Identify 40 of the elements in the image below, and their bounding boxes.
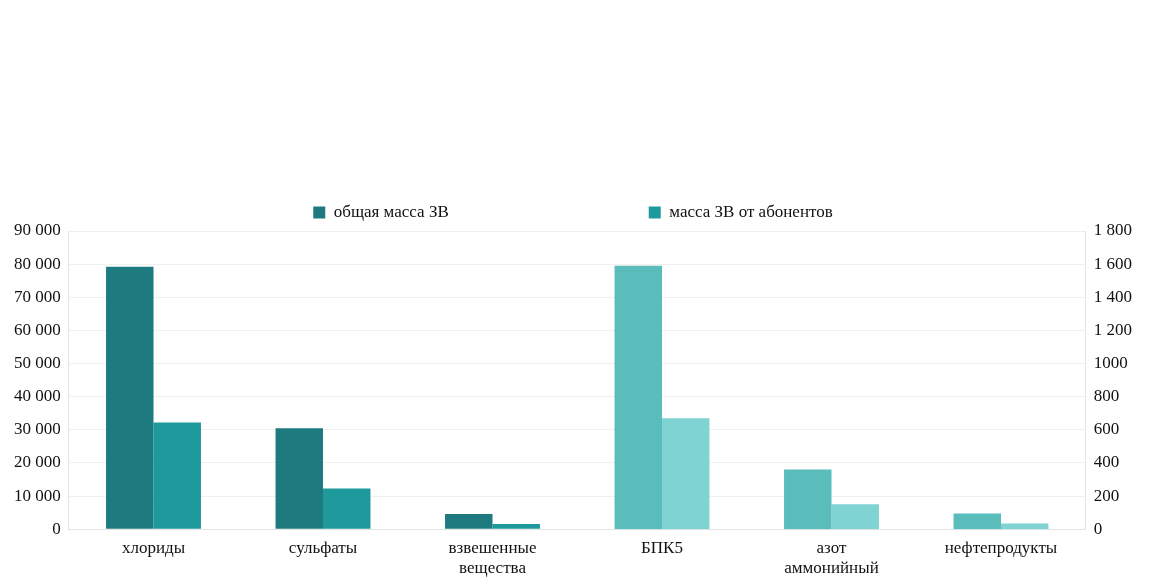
bar [1001, 523, 1049, 530]
x-tick-label: взвешенные вещества [448, 537, 537, 578]
y2-tick-label: 1 400 [1093, 286, 1132, 306]
bar [953, 513, 1001, 530]
y-tick-label: 60 000 [14, 319, 61, 339]
y-tick-label: 50 000 [14, 353, 61, 372]
x-tick-label: БПК5 [641, 537, 683, 557]
bar [106, 266, 154, 529]
y2-tick-label: 1 800 [1093, 220, 1132, 240]
legend-label: общая масса ЗВ [333, 201, 449, 221]
bar [662, 418, 710, 530]
y2-tick-label: 1 200 [1093, 319, 1132, 339]
bar [153, 422, 201, 529]
y-tick-label: 10 000 [14, 485, 61, 505]
y-tick-label: 40 000 [14, 386, 61, 406]
x-tick-label: хлориды [121, 537, 186, 557]
y-tick-label: 30 000 [14, 419, 61, 439]
y2-tick-label: 600 [1093, 419, 1120, 439]
y-tick-label: 90 000 [14, 220, 61, 240]
y-tick-label: 70 000 [14, 286, 61, 306]
bar [831, 504, 879, 530]
bar [323, 488, 371, 529]
y2-tick-label: 0 [1093, 518, 1103, 538]
bar [445, 513, 493, 529]
y-tick-label: 20 000 [14, 452, 61, 472]
x-tick-label: нефтепродукты [944, 537, 1058, 557]
y-tick-label: 80 000 [14, 253, 61, 273]
y2-tick-label: 1000 [1093, 353, 1128, 372]
y2-tick-label: 800 [1093, 386, 1120, 406]
x-tick-label: сульфаты [288, 537, 358, 557]
x-tick-label: азот аммонийный [784, 537, 879, 578]
y2-tick-label: 1 600 [1093, 253, 1132, 273]
y-tick-label: 0 [52, 518, 61, 538]
legend-label: масса ЗВ от абонентов [669, 201, 833, 221]
bar [275, 428, 323, 529]
bar [614, 265, 662, 530]
bar [492, 523, 540, 529]
y2-tick-label: 200 [1093, 485, 1120, 505]
y2-tick-label: 400 [1093, 452, 1120, 472]
bar [784, 469, 832, 530]
